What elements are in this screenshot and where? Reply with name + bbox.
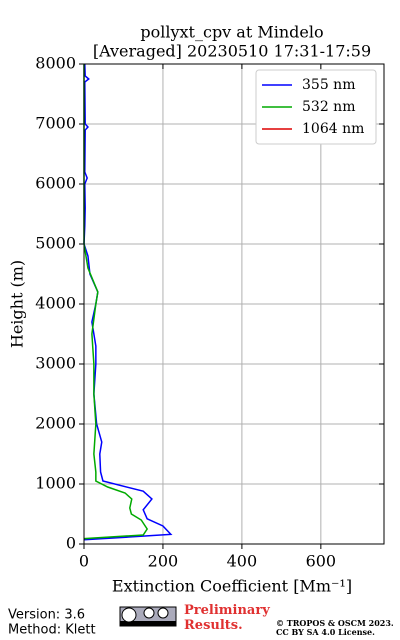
cc-logo — [119, 606, 177, 627]
chart-title: pollyxt_cpv at Mindelo — [140, 23, 323, 42]
profile-line — [83, 63, 173, 541]
profile-line — [83, 64, 149, 540]
copyright: © TROPOS & OSCM 2023. — [276, 618, 394, 628]
y-tick-label: 5000 — [35, 234, 76, 253]
chart-subtitle: [Averaged] 20230510 17:31-17:59 — [93, 42, 371, 61]
y-tick-label: 8000 — [35, 54, 76, 73]
preliminary: Preliminary Results. — [184, 603, 270, 633]
x-tick-label: 200 — [148, 552, 179, 571]
license: CC BY SA 4.0 License. — [276, 627, 375, 637]
y-tick-label: 1000 — [35, 474, 76, 493]
y-tick-label: 3000 — [35, 354, 76, 373]
plot-frame — [83, 63, 385, 545]
y-axis-label: Height (m) — [8, 260, 27, 348]
legend-label: 1064 nm — [302, 121, 364, 137]
y-tick-label: 6000 — [35, 174, 76, 193]
legend-label: 355 nm — [302, 77, 355, 93]
legend-box — [255, 69, 377, 145]
y-tick-label: 4000 — [35, 294, 76, 313]
x-tick-label: 400 — [227, 552, 258, 571]
preliminary-text: Preliminary — [184, 603, 270, 618]
legend: 355 nm 532 nm 1064 nm — [255, 69, 377, 145]
y-tick-label: 7000 — [35, 114, 76, 133]
x-tick-label: 0 — [79, 552, 89, 571]
preliminary-text: Results. — [184, 618, 243, 633]
method: Method: Klett — [8, 623, 96, 638]
y-tick-label: 2000 — [35, 414, 76, 433]
y-tick-label: 0 — [66, 534, 76, 553]
x-tick-label: 600 — [306, 552, 337, 571]
x-axis-label: Extinction Coefficient [Mm⁻¹] — [112, 577, 352, 596]
version: Version: 3.6 — [8, 608, 85, 623]
legend-label: 532 nm — [302, 99, 355, 115]
